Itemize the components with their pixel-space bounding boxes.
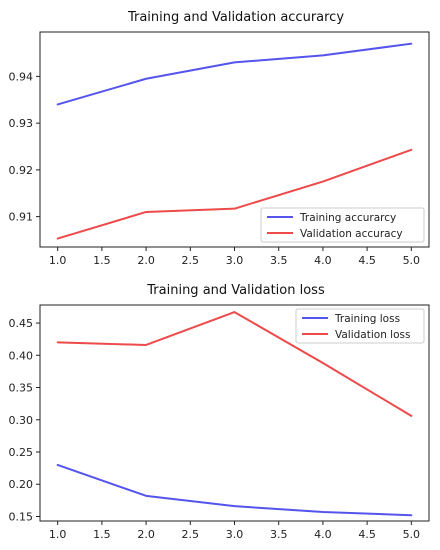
loss-series xyxy=(56,311,413,517)
x-tick-label: 2.0 xyxy=(137,254,155,267)
legend-label-training-loss: Training loss xyxy=(334,313,400,325)
y-tick-label: 0.30 xyxy=(9,414,34,427)
x-tick-label: 3.5 xyxy=(270,528,288,541)
x-tick-label: 4.0 xyxy=(314,254,332,267)
accuracy-y-axis: 0.91 0.92 0.93 0.94 xyxy=(9,70,40,224)
y-tick-label: 0.94 xyxy=(9,70,34,83)
y-tick-label: 0.40 xyxy=(9,349,34,362)
x-tick-label: 3.5 xyxy=(270,254,288,267)
accuracy-series xyxy=(56,42,413,240)
legend-label-validation-accuracy: Validation accuracy xyxy=(300,228,403,240)
x-tick-label: 4.5 xyxy=(358,528,376,541)
legend-label-training-accurarcy: Training accurarcy xyxy=(299,212,396,224)
accuracy-legend-box xyxy=(260,207,425,243)
x-tick-label: 1.5 xyxy=(93,254,111,267)
x-tick-label: 1.5 xyxy=(93,528,111,541)
accuracy-chart-title: Training and Validation accurarcy xyxy=(127,10,344,25)
y-tick-label: 0.91 xyxy=(9,211,34,224)
loss-chart-title: Training and Validation loss xyxy=(146,283,325,298)
x-tick-label: 2.0 xyxy=(137,528,155,541)
y-tick-label: 0.92 xyxy=(9,164,34,177)
series-line-training xyxy=(56,42,413,106)
x-tick-label: 5.0 xyxy=(403,528,421,541)
x-tick-label: 3.0 xyxy=(226,528,244,541)
x-tick-label: 2.5 xyxy=(182,528,200,541)
series-line-validation xyxy=(56,311,413,417)
y-tick-label: 0.15 xyxy=(9,510,34,523)
y-tick-label: 0.25 xyxy=(9,446,34,459)
x-tick-label: 1.0 xyxy=(49,254,67,267)
accuracy-chart: Training and Validation accurarcy 1.0 1.5… xyxy=(9,10,430,267)
y-tick-label: 0.35 xyxy=(9,382,34,395)
loss-y-axis: 0.15 0.20 0.25 0.30 0.35 0.40 0.45 xyxy=(9,317,40,523)
x-tick-label: 1.0 xyxy=(49,528,67,541)
y-tick-label: 0.93 xyxy=(9,117,34,130)
series-line-training xyxy=(56,463,413,517)
x-tick-label: 4.5 xyxy=(358,254,376,267)
x-tick-label: 2.5 xyxy=(182,254,200,267)
accuracy-x-axis: 1.0 1.5 2.0 2.5 3.0 3.5 4.0 4.5 5.0 xyxy=(49,247,420,267)
accuracy-legend: Training accurarcy Validation accuracy xyxy=(260,207,425,243)
loss-x-axis: 1.0 1.5 2.0 2.5 3.0 3.5 4.0 4.5 5.0 xyxy=(49,521,420,541)
series-line-validation xyxy=(56,148,413,240)
legend-label-validation-loss: Validation loss xyxy=(335,329,410,341)
x-tick-label: 5.0 xyxy=(403,254,421,267)
x-tick-label: 4.0 xyxy=(314,528,332,541)
loss-legend: Training loss Validation loss xyxy=(295,308,425,344)
y-tick-label: 0.20 xyxy=(9,478,34,491)
y-tick-label: 0.45 xyxy=(9,317,34,330)
x-tick-label: 3.0 xyxy=(226,254,244,267)
loss-chart: Training and Validation loss 1.0 1.5 2.0 2.… xyxy=(9,283,430,541)
